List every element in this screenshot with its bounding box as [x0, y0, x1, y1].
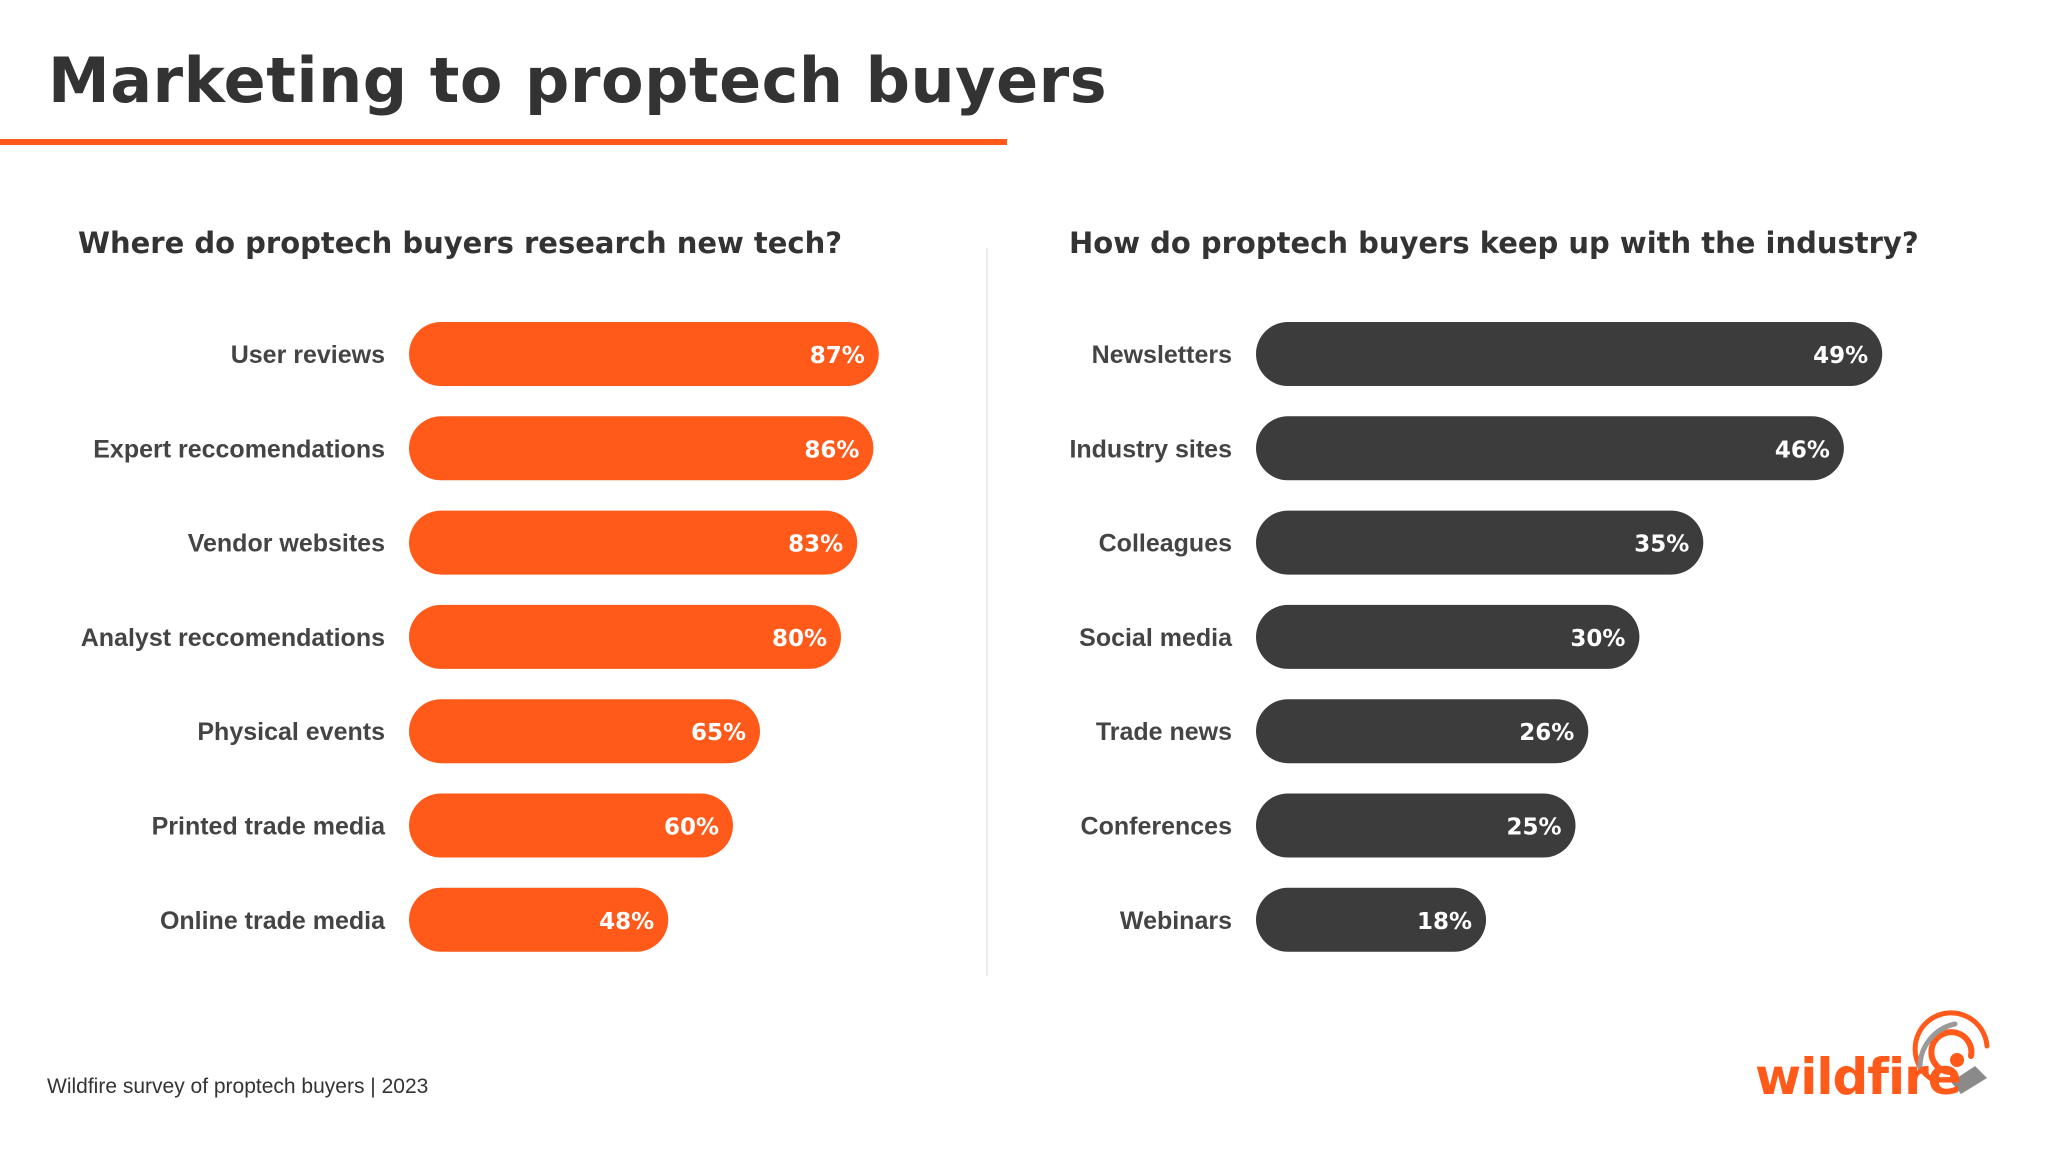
chart-title-research: Where do proptech buyers research new te…	[78, 226, 843, 260]
research-label-physical-events: Physical events	[197, 718, 385, 746]
industry-bar-trade-news	[1256, 699, 1589, 764]
industry-bar-colleagues	[1256, 510, 1704, 575]
research-value-expert-reccomendations: 86%	[804, 437, 859, 463]
research-value-user-reviews: 87%	[810, 343, 865, 369]
research-value-online-trade-media: 48%	[599, 909, 654, 935]
industry-label-newsletters: Newsletters	[1092, 341, 1232, 369]
research-label-user-reviews: User reviews	[231, 341, 385, 369]
industry-bar-chart: Newsletters 49% Industry sites 46% Colleague…	[1069, 322, 1883, 952]
research-bar-printed-trade-media	[409, 793, 733, 858]
research-value-printed-trade-media: 60%	[664, 815, 719, 841]
research-bar-user-reviews	[409, 322, 879, 386]
industry-label-conferences: Conferences	[1081, 813, 1232, 841]
industry-label-social-media: Social media	[1079, 624, 1233, 652]
industry-value-social-media: 30%	[1570, 626, 1625, 652]
research-bar-vendor-websites	[409, 510, 858, 575]
research-bar-physical-events	[409, 699, 760, 764]
industry-bar-social-media	[1256, 604, 1640, 669]
wildfire-logo: wildfire	[1755, 1010, 2005, 1125]
industry-value-conferences: 25%	[1506, 815, 1561, 841]
research-label-printed-trade-media: Printed trade media	[152, 813, 386, 841]
industry-value-trade-news: 26%	[1519, 720, 1574, 746]
research-bar-expert-reccomendations	[409, 416, 874, 481]
industry-label-industry-sites: Industry sites	[1069, 435, 1232, 463]
research-bar-chart: User reviews 87% Expert reccomendations 86%…	[81, 322, 879, 952]
research-value-vendor-websites: 83%	[788, 532, 843, 558]
research-label-online-trade-media: Online trade media	[160, 907, 386, 935]
industry-value-newsletters: 49%	[1813, 343, 1868, 369]
panel-divider	[986, 248, 988, 976]
wildfire-logo-text: wildfire	[1755, 1048, 1962, 1106]
research-bar-online-trade-media	[409, 887, 669, 952]
research-label-analyst-reccomendations: Analyst reccomendations	[81, 624, 385, 652]
industry-bar-newsletters	[1256, 322, 1883, 386]
industry-bar-conferences	[1256, 793, 1576, 858]
industry-label-trade-news: Trade news	[1096, 718, 1232, 746]
research-value-analyst-reccomendations: 80%	[772, 626, 827, 652]
industry-bar-webinars	[1256, 887, 1487, 952]
industry-value-colleagues: 35%	[1634, 532, 1689, 558]
industry-label-webinars: Webinars	[1120, 907, 1232, 935]
research-label-vendor-websites: Vendor websites	[188, 530, 385, 558]
page-title: Marketing to proptech buyers	[48, 44, 1108, 117]
wildfire-logo-icon	[1912, 1010, 1990, 1094]
chart-title-industry: How do proptech buyers keep up with the …	[1069, 226, 1919, 260]
industry-value-webinars: 18%	[1417, 909, 1472, 935]
research-label-expert-reccomendations: Expert reccomendations	[93, 435, 385, 463]
research-bar-analyst-reccomendations	[409, 604, 841, 669]
industry-bar-industry-sites	[1256, 416, 1844, 481]
industry-value-industry-sites: 46%	[1775, 437, 1830, 463]
source-note: Wildfire survey of proptech buyers | 202…	[47, 1075, 429, 1098]
research-value-physical-events: 65%	[691, 720, 746, 746]
title-underline	[0, 139, 1007, 145]
industry-label-colleagues: Colleagues	[1099, 530, 1232, 558]
